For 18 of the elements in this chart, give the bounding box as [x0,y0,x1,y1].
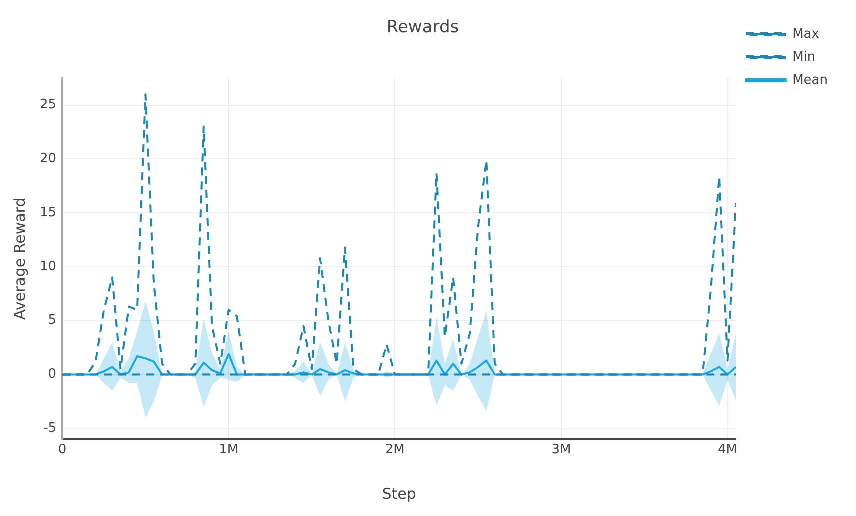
y-axis-title: Average Reward [10,198,29,320]
legend-label: Min [792,50,816,65]
chart-title: Rewards [386,18,460,38]
legend-label: Max [792,26,820,42]
x-tick-label: 3M [552,442,572,458]
x-tick-label: 0 [58,442,67,458]
y-tick-label: 0 [48,367,57,382]
y-tick-label: 10 [40,259,57,274]
x-tick-label: 4M [718,442,738,458]
y-tick-label: 25 [40,98,57,113]
x-tick-label: 1M [219,442,239,458]
legend-label: Mean [792,72,828,88]
x-axis-title: Step [382,484,416,503]
y-tick-label: 20 [40,152,57,167]
y-tick-label: -5 [44,421,57,436]
y-tick-label: 15 [40,205,57,220]
x-tick-label: 2M [385,442,405,458]
y-tick-label: 5 [48,313,57,328]
